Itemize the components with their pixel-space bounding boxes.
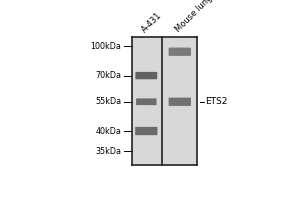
Text: 40kDa: 40kDa bbox=[95, 127, 121, 136]
Text: Mouse lung: Mouse lung bbox=[173, 0, 214, 34]
Bar bbox=[162, 37, 197, 165]
Text: 100kDa: 100kDa bbox=[90, 42, 121, 51]
FancyBboxPatch shape bbox=[136, 98, 157, 105]
Text: 55kDa: 55kDa bbox=[95, 97, 121, 106]
Text: ETS2: ETS2 bbox=[205, 97, 227, 106]
Text: A-431: A-431 bbox=[140, 10, 164, 34]
FancyBboxPatch shape bbox=[135, 72, 157, 79]
FancyBboxPatch shape bbox=[169, 48, 191, 56]
Text: 35kDa: 35kDa bbox=[95, 147, 121, 156]
FancyBboxPatch shape bbox=[169, 98, 191, 106]
FancyBboxPatch shape bbox=[135, 127, 158, 135]
Text: 70kDa: 70kDa bbox=[95, 71, 121, 80]
Bar bbox=[132, 37, 162, 165]
